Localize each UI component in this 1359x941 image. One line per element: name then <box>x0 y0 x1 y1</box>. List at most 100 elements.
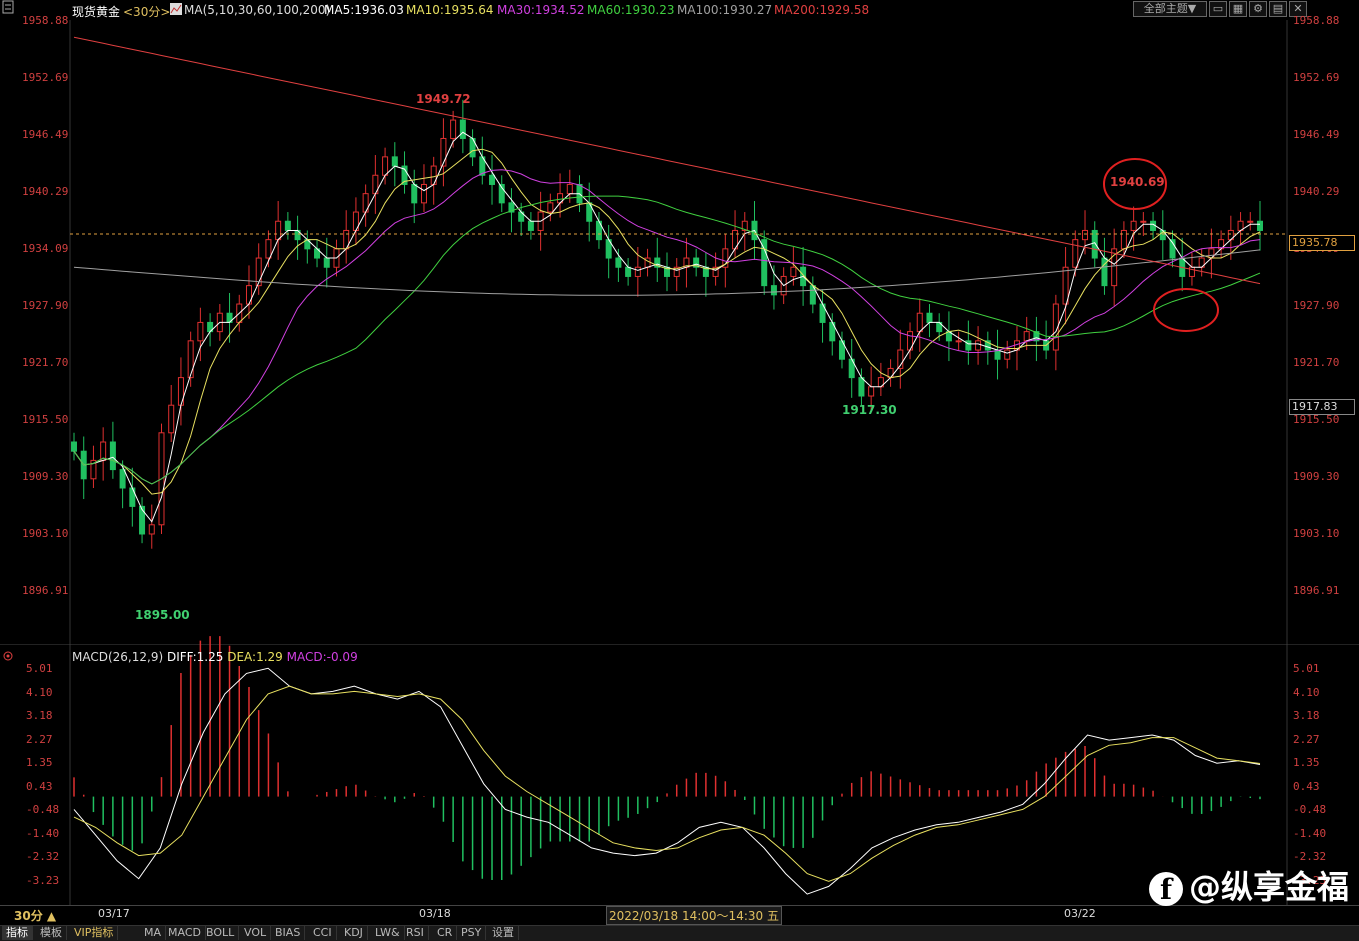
macd-axis-label: 5.01 <box>26 662 53 675</box>
macd-dea: DEA:1.29 <box>227 650 283 664</box>
symbol-name[interactable]: 现货黄金 <box>72 5 121 19</box>
circle-high-marker <box>1103 158 1167 210</box>
price-axis-label: 1903.10 <box>22 527 69 540</box>
chart-header: 现货黄金 <30分> MA(5,10,30,60,100,200) MA5:19… <box>0 0 1359 20</box>
candle-body <box>284 220 291 231</box>
indicator-tabs: 指标 模板 VIP指标 MA MACD BOLL VOL BIAS CCI KDJ LW& RSI CR… <box>0 925 1359 941</box>
macd-axis-label: 4.10 <box>1293 685 1320 699</box>
candle-body <box>1091 229 1098 259</box>
crosshair-price-tag: 1917.83 <box>1289 399 1355 415</box>
time-axis <box>0 905 1359 926</box>
candle-body <box>955 340 962 343</box>
macd-axis-label: 2.27 <box>1293 732 1320 746</box>
macd-axis-label: 0.43 <box>1293 779 1320 793</box>
macd-axis-label: 1.35 <box>1293 756 1320 769</box>
chart-icon[interactable]: ▦ <box>1229 1 1247 17</box>
candle-body <box>566 183 573 195</box>
candle-body <box>965 340 972 351</box>
diff-line <box>73 667 1261 895</box>
tab-4[interactable]: MACD <box>164 926 206 940</box>
date-label: 03/18 <box>419 907 451 920</box>
settings-icon[interactable]: ⚙ <box>1249 1 1267 17</box>
ma5-value: MA5:1936.03 <box>324 3 404 17</box>
tab-13[interactable]: PSY <box>457 926 487 940</box>
ma5-line <box>73 131 1260 523</box>
candle-body <box>1140 220 1147 223</box>
ma-icon <box>170 3 182 18</box>
tab-1[interactable]: 模板 <box>36 926 67 940</box>
ma-spec: MA(5,10,30,60,100,200) <box>184 3 331 17</box>
candle-body <box>761 239 768 287</box>
candle-body <box>1004 349 1011 360</box>
macd-axis-label: 5.01 <box>1293 662 1320 675</box>
price-axis-label: 1909.30 <box>1293 470 1340 483</box>
tab-8[interactable]: CCI <box>309 926 337 940</box>
price-axis-label: 1927.90 <box>1293 299 1340 312</box>
tab-6[interactable]: VOL <box>240 926 272 940</box>
candle-body <box>975 340 982 351</box>
price-axis-label: 1915.50 <box>1293 413 1340 426</box>
macd-axis-label: -0.48 <box>1293 803 1327 816</box>
candle-body <box>1082 229 1089 241</box>
candle-body <box>90 459 97 480</box>
ma60-value: MA60:1930.23 <box>587 3 675 17</box>
macd-axis-label: -2.32 <box>1293 850 1327 863</box>
candle-body <box>926 312 933 323</box>
close-icon[interactable]: ✕ <box>1289 1 1307 17</box>
ma200-value: MA200:1929.58 <box>774 3 870 17</box>
price-axis-label: 1896.91 <box>1293 584 1340 597</box>
tab-14[interactable]: 设置 <box>488 926 519 940</box>
theme-dropdown[interactable]: 全部主题▼ <box>1133 1 1207 17</box>
candle-body <box>498 183 505 204</box>
candle-body <box>119 469 126 489</box>
date-label: 03/17 <box>98 907 130 920</box>
candle-body <box>197 321 204 342</box>
candle-body <box>722 248 729 268</box>
ma10-value: MA10:1935.64 <box>406 3 494 17</box>
price-axis-label: 1952.69 <box>1293 71 1340 84</box>
candle-body <box>673 266 680 277</box>
period-button[interactable]: 30分 ▲ <box>14 909 57 923</box>
candle-body <box>712 266 719 277</box>
watermark: f @纵享金福 <box>1148 862 1349 908</box>
period-label[interactable]: <30分> <box>123 5 171 19</box>
high-annotation: 1949.72 <box>416 92 471 106</box>
candle-body <box>1062 266 1069 305</box>
tab-11[interactable]: RSI <box>402 926 429 940</box>
candle-body <box>868 386 875 397</box>
circle-low-marker <box>1153 288 1219 332</box>
macd-axis-label: -1.40 <box>1293 826 1327 840</box>
grid-icon[interactable]: ▤ <box>1269 1 1287 17</box>
tab-10[interactable]: LW& <box>371 926 405 940</box>
price-axis-label: 1903.10 <box>1293 527 1340 540</box>
tab-7[interactable]: BIAS <box>271 926 306 940</box>
candle-body <box>420 183 427 204</box>
tab-0[interactable]: 指标 <box>2 926 33 940</box>
macd-axis-label: 3.18 <box>26 709 53 722</box>
candle-body <box>1033 331 1040 342</box>
macd-spec: MACD(26,12,9) <box>72 650 164 664</box>
macd-settings-icon[interactable] <box>2 650 14 665</box>
candle-body <box>1188 266 1195 277</box>
macd-axis-label: -2.32 <box>26 850 60 863</box>
price-axis-label: 1909.30 <box>22 470 69 483</box>
dea-line <box>73 685 1261 882</box>
watermark-text: @纵享金福 <box>1188 868 1349 906</box>
candle-body <box>1257 220 1263 231</box>
candle-body <box>168 404 175 434</box>
tab-9[interactable]: KDJ <box>340 926 368 940</box>
candle-body <box>187 340 194 379</box>
price-chart[interactable] <box>0 0 1359 645</box>
window-icon[interactable]: ▭ <box>1209 1 1227 17</box>
tab-12[interactable]: CR <box>433 926 458 940</box>
current-price-tag: 1935.78 <box>1289 235 1355 251</box>
macd-axis-label: 1.35 <box>26 756 53 769</box>
candle-body <box>916 312 923 333</box>
candle-body <box>265 239 272 259</box>
local-low-annotation: 1917.30 <box>842 403 897 417</box>
menu-icon[interactable] <box>2 0 14 17</box>
candle-body <box>1023 331 1030 342</box>
tab-2[interactable]: VIP指标 <box>70 926 119 940</box>
tab-5[interactable]: BOLL <box>202 926 240 940</box>
tab-3[interactable]: MA <box>140 926 167 940</box>
